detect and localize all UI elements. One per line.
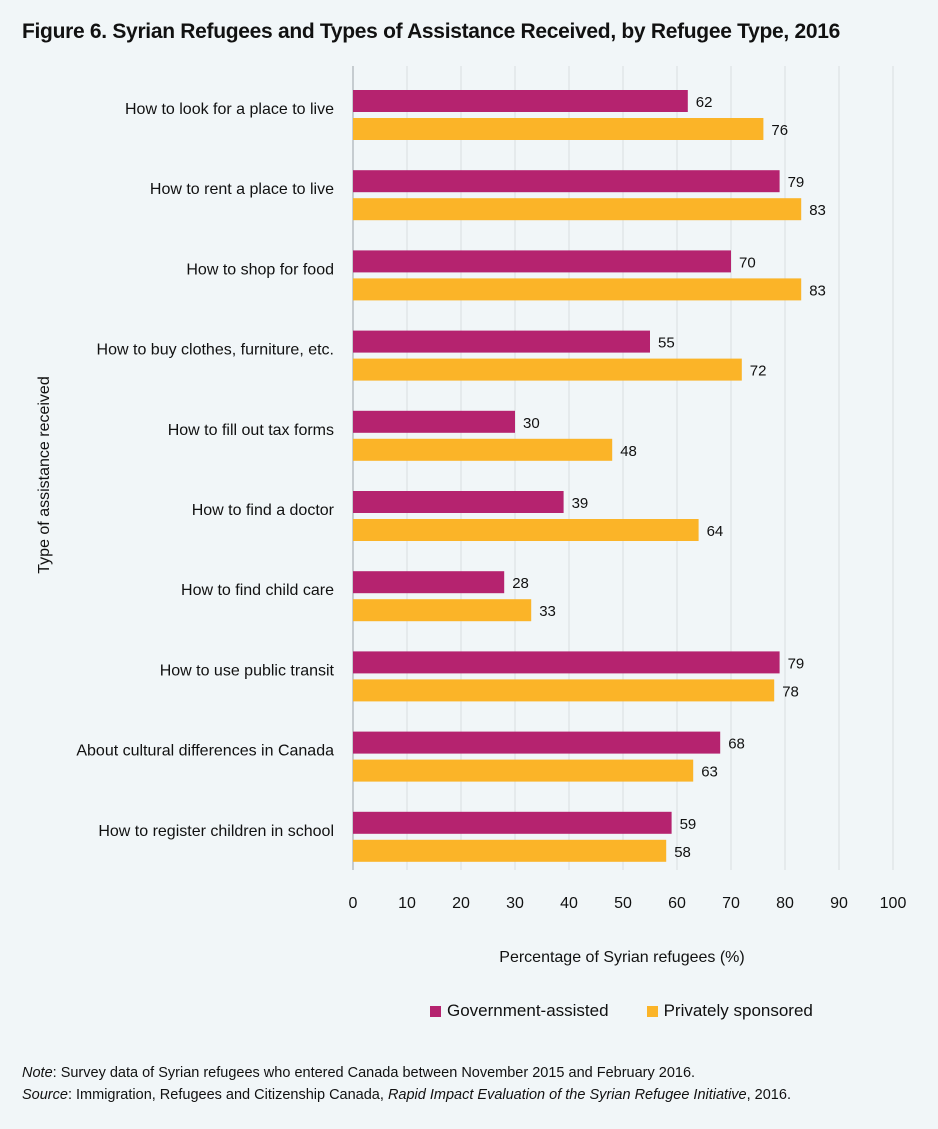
bar-government xyxy=(353,410,515,433)
bar-private xyxy=(353,519,699,541)
value-label-government: 79 xyxy=(788,174,805,191)
x-tick-label: 70 xyxy=(722,895,740,912)
category-label: About cultural differences in Canada xyxy=(76,743,334,760)
legend-swatch-private xyxy=(646,1005,658,1017)
value-label-private: 78 xyxy=(782,683,799,700)
category-label: How to register children in school xyxy=(98,823,334,840)
value-label-government: 55 xyxy=(658,335,675,352)
x-tick-label: 60 xyxy=(668,895,686,912)
category-label: How to rent a place to live xyxy=(150,181,334,198)
legend-item-private: Privately sponsored xyxy=(646,1001,813,1021)
bar-government xyxy=(353,170,780,193)
chart-title: Figure 6. Syrian Refugees and Types of A… xyxy=(22,20,840,43)
bar-private xyxy=(353,278,802,301)
category-label: How to find a doctor xyxy=(192,502,335,519)
x-tick-label: 10 xyxy=(398,895,416,912)
x-tick-label: 50 xyxy=(614,895,632,912)
x-tick-label: 80 xyxy=(776,895,794,912)
bar-private xyxy=(353,358,742,381)
source-text-1: : Immigration, Refugees and Citizenship … xyxy=(67,1087,388,1103)
x-tick-label: 30 xyxy=(506,895,524,912)
x-tick-label: 0 xyxy=(349,895,358,912)
category-label: How to shop for food xyxy=(186,261,334,278)
y-axis-title: Type of assistance received xyxy=(36,376,53,573)
value-label-private: 83 xyxy=(809,282,826,299)
note-text: : Survey data of Syrian refugees who ent… xyxy=(52,1065,696,1081)
value-label-government: 28 xyxy=(512,575,529,592)
note-line: Note: Survey data of Syrian refugees who… xyxy=(22,1062,791,1084)
bar-private xyxy=(353,599,532,622)
value-label-government: 39 xyxy=(572,495,589,512)
x-axis-title: Percentage of Syrian refugees (%) xyxy=(499,949,744,966)
bar-chart: 0 10 20 30 40 50 60 70 80 90 100 Percentage of Syri… xyxy=(36,66,907,966)
value-label-government: 68 xyxy=(728,736,745,753)
category-label: How to find child care xyxy=(181,582,334,599)
category-label: How to use public transit xyxy=(160,662,335,679)
x-tick-label: 40 xyxy=(560,895,578,912)
x-tick-label: 100 xyxy=(880,895,907,912)
category-label: How to fill out tax forms xyxy=(168,422,334,439)
value-label-government: 59 xyxy=(680,816,697,833)
category-label: How to buy clothes, furniture, etc. xyxy=(97,342,334,359)
value-label-government: 62 xyxy=(696,94,713,111)
x-tick-label: 20 xyxy=(452,895,470,912)
value-label-private: 33 xyxy=(539,603,556,620)
bar-private xyxy=(353,118,764,140)
bar-government xyxy=(353,651,780,674)
value-label-private: 72 xyxy=(750,363,767,380)
value-label-government: 30 xyxy=(523,415,540,432)
value-label-private: 48 xyxy=(620,443,637,460)
bar-private xyxy=(353,198,802,221)
value-label-private: 58 xyxy=(674,844,691,861)
legend-label-private: Privately sponsored xyxy=(663,1001,813,1020)
notes: Note: Survey data of Syrian refugees who… xyxy=(22,1062,791,1106)
value-label-private: 83 xyxy=(809,202,826,219)
bar-government xyxy=(353,491,564,513)
source-italic: Rapid Impact Evaluation of the Syrian Re… xyxy=(387,1087,747,1103)
note-label: Note xyxy=(22,1065,53,1081)
category-label: How to look for a place to live xyxy=(125,101,334,118)
legend-item-government: Government-assisted xyxy=(430,1001,609,1021)
legend-swatch-government xyxy=(430,1005,441,1017)
bar-government xyxy=(353,571,505,594)
bar-government xyxy=(353,731,721,754)
value-label-government: 79 xyxy=(788,655,805,672)
source-text-2: , 2016. xyxy=(746,1087,791,1103)
bar-private xyxy=(353,438,613,461)
bar-private xyxy=(353,679,775,702)
source-line: Source: Immigration, Refugees and Citize… xyxy=(22,1084,791,1106)
source-label: Source xyxy=(22,1087,68,1103)
bar-government xyxy=(353,330,650,353)
bar-private xyxy=(353,759,694,782)
legend: Government-assisted Privately sponsored xyxy=(430,1001,851,1021)
bar-government xyxy=(353,250,731,273)
legend-label-government: Government-assisted xyxy=(447,1001,609,1020)
bar-government xyxy=(353,811,672,834)
bar-government xyxy=(353,90,688,112)
value-label-private: 64 xyxy=(707,523,724,540)
value-label-private: 63 xyxy=(701,764,718,781)
bar-private xyxy=(353,839,667,862)
value-label-government: 70 xyxy=(739,254,756,271)
x-tick-label: 90 xyxy=(830,895,848,912)
value-label-private: 76 xyxy=(771,122,788,139)
